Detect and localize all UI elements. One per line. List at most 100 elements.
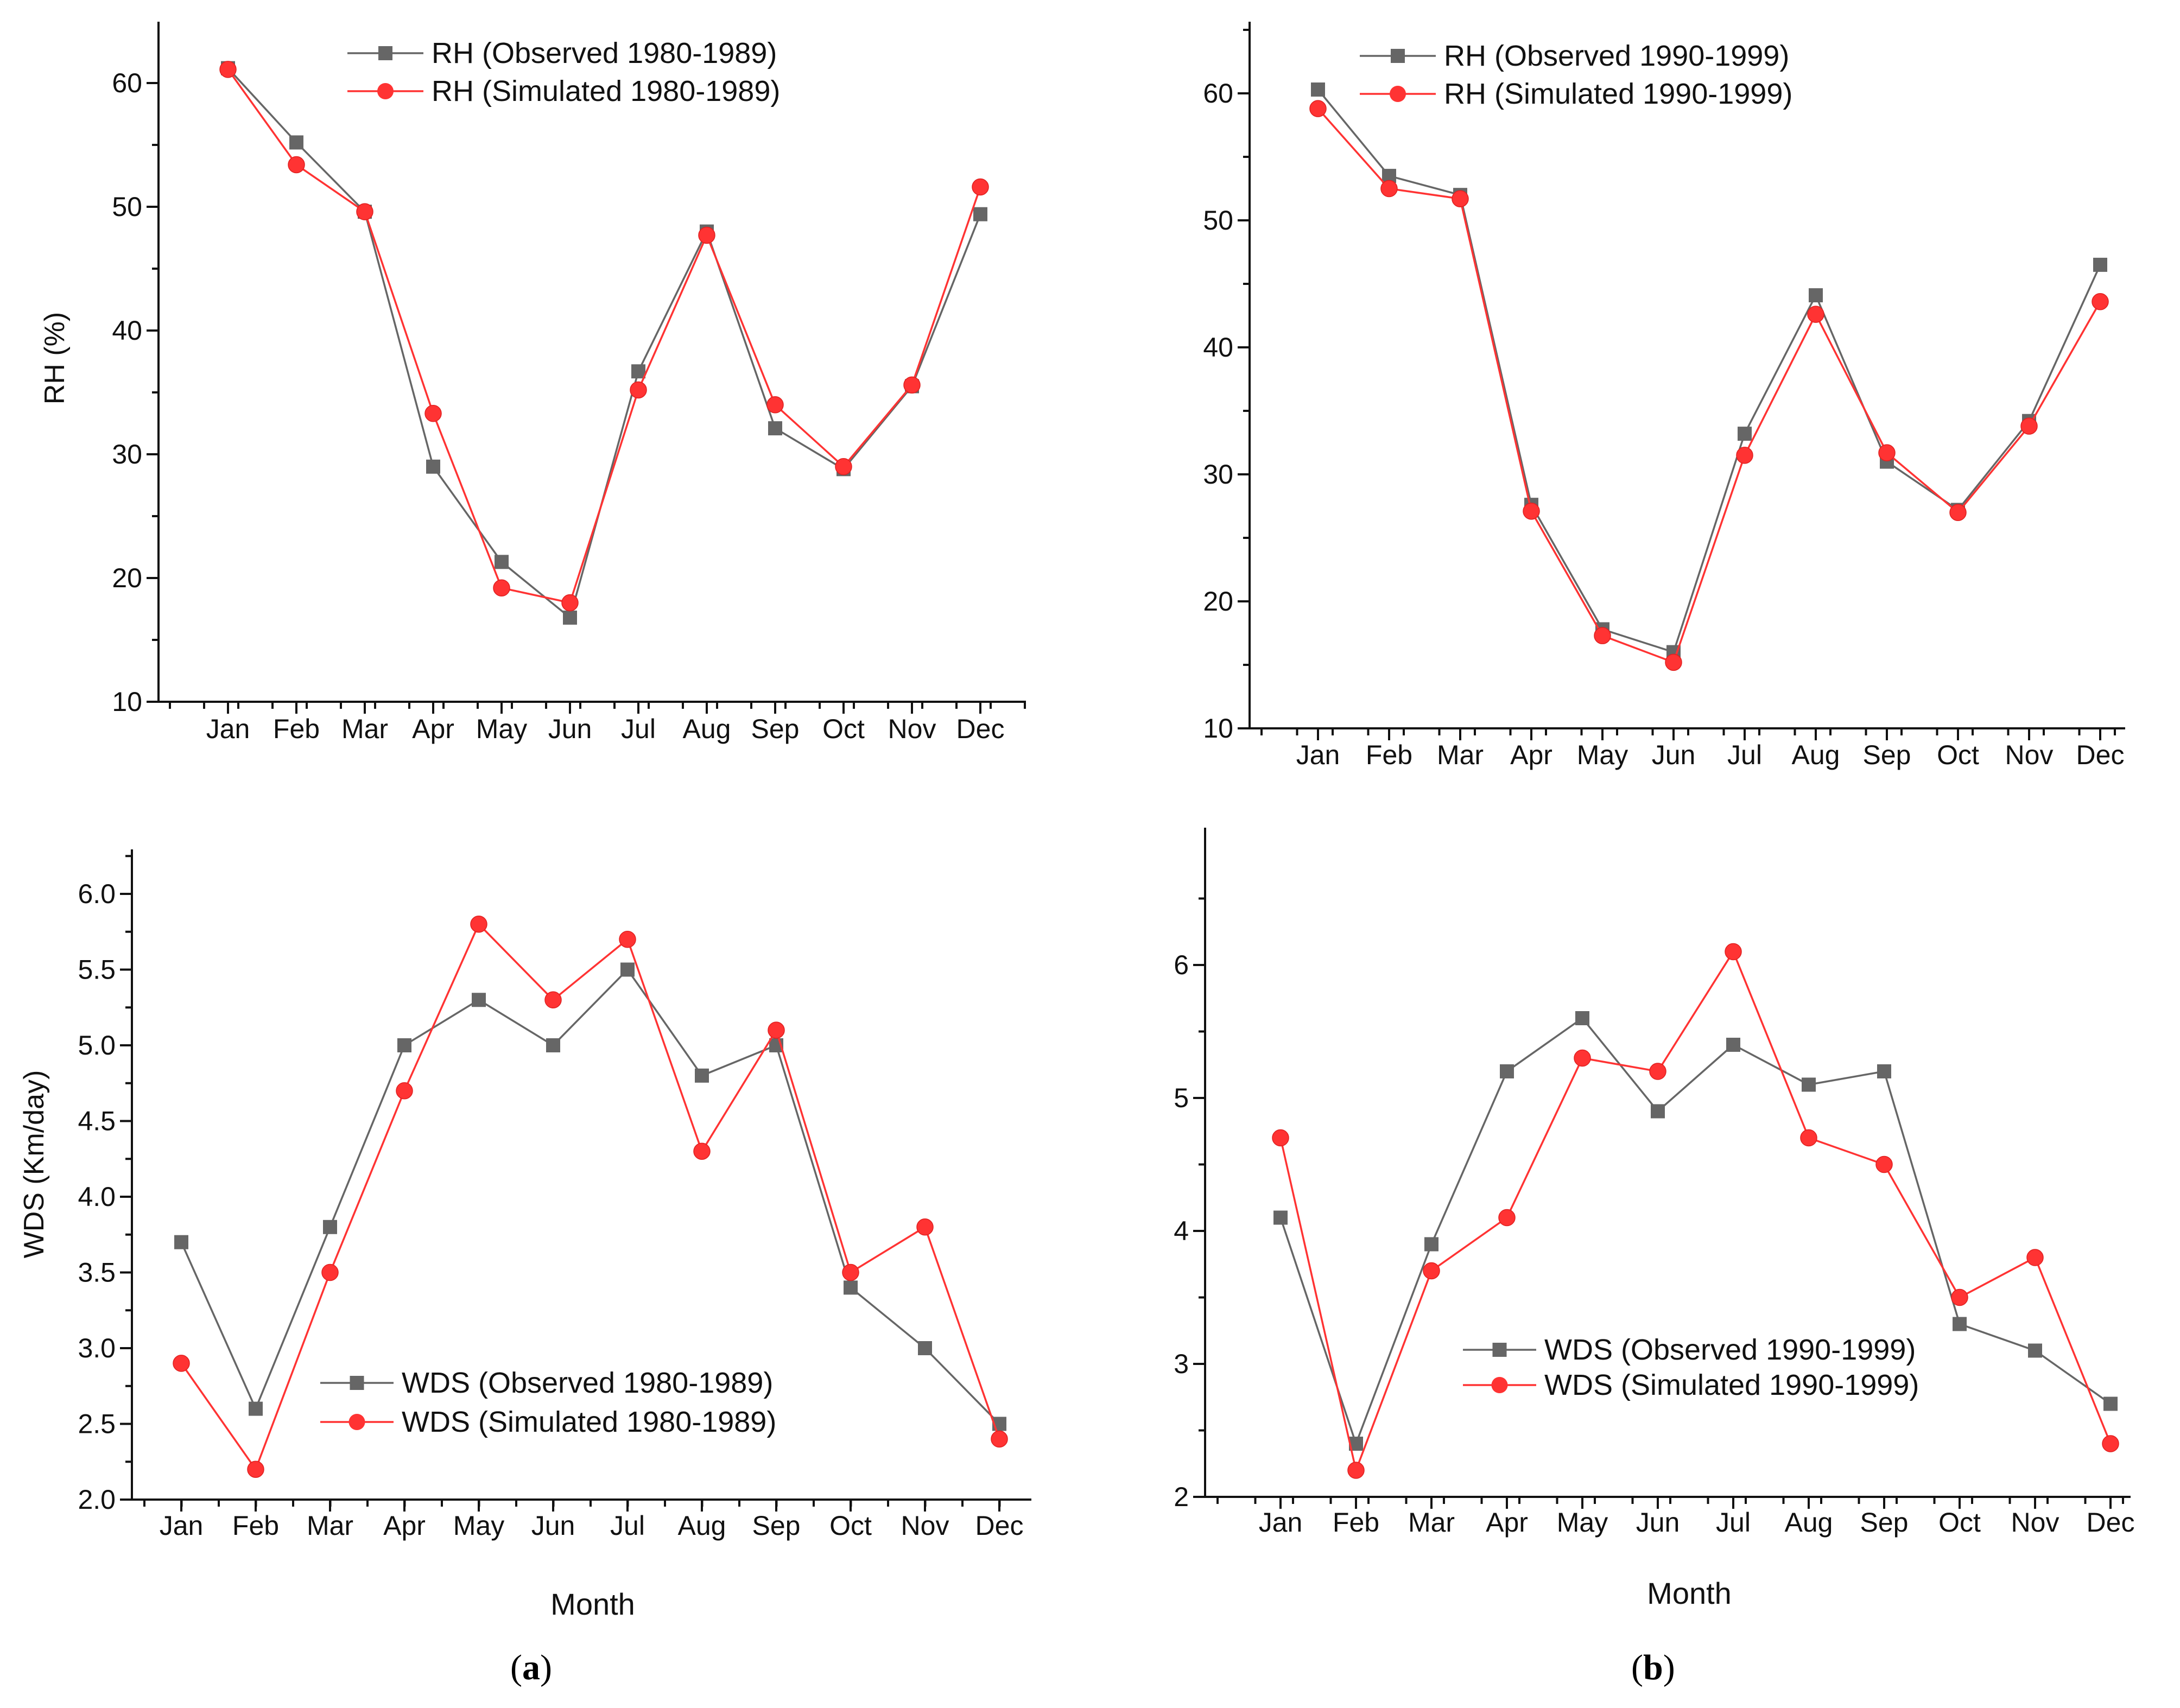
legend-label: WDS (Observed 1980-1989) — [402, 1367, 773, 1399]
data-point-simulated — [698, 226, 715, 244]
y-tick-label: 4.5 — [78, 1106, 116, 1136]
legend-marker-square — [1492, 1343, 1507, 1357]
series-line-observed — [1279, 1017, 2112, 1447]
data-point-simulated — [2102, 1435, 2119, 1452]
x-tick-label: Nov — [888, 714, 936, 744]
data-point-simulated — [835, 458, 852, 475]
x-tick-label: Dec — [2087, 1507, 2135, 1538]
data-point-simulated — [1272, 1129, 1289, 1147]
data-point-simulated — [1951, 1288, 1968, 1306]
data-point-simulated — [544, 991, 562, 1009]
legend-marker-circle — [1390, 86, 1406, 102]
data-point-simulated — [493, 579, 510, 596]
x-tick-label: Apr — [412, 714, 454, 744]
x-tick-label: Sep — [1863, 740, 1911, 770]
data-point-observed — [844, 1280, 858, 1295]
data-point-observed — [620, 962, 635, 977]
data-point-simulated — [630, 381, 647, 399]
y-tick-label: 6.0 — [78, 879, 116, 909]
data-point-simulated — [470, 916, 487, 933]
data-point-simulated — [173, 1355, 190, 1372]
data-point-simulated — [1878, 444, 1896, 461]
y-tick-label: 10 — [112, 687, 142, 717]
legend-label: WDS (Simulated 1980-1989) — [402, 1406, 776, 1438]
data-point-simulated — [766, 396, 784, 414]
data-point-observed — [472, 993, 486, 1007]
x-tick-label: Jul — [610, 1510, 645, 1541]
x-tick-label: Feb — [1366, 740, 1412, 770]
legend-label: WDS (Observed 1990-1999) — [1544, 1334, 1916, 1366]
x-tick-label: Jan — [160, 1510, 204, 1541]
data-point-simulated — [2092, 293, 2109, 310]
data-point-simulated — [561, 594, 579, 612]
legend-label: RH (Simulated 1990-1999) — [1444, 78, 1792, 110]
x-tick-label: Feb — [232, 1510, 279, 1541]
data-point-observed — [2093, 257, 2107, 272]
legend-marker-square — [378, 46, 392, 60]
legend-marker-circle — [377, 83, 394, 99]
x-tick-label: Jun — [1636, 1507, 1680, 1538]
series-line-simulated — [227, 68, 981, 604]
x-tick-label: Jun — [548, 714, 592, 744]
y-tick-label: 2.0 — [78, 1484, 116, 1515]
x-tick-label: Oct — [822, 714, 865, 744]
data-point-observed — [973, 207, 987, 221]
data-point-simulated — [1498, 1209, 1516, 1227]
data-point-observed — [1726, 1038, 1740, 1052]
y-tick-label: 3 — [1174, 1349, 1189, 1379]
y-tick-label: 60 — [1203, 78, 1233, 109]
x-tick-label: Apr — [1486, 1507, 1528, 1538]
x-tick-label: Dec — [956, 714, 1005, 744]
chart-rh-1990: 10 20 30 40 50 60 Jan Feb Mar Apr May Jun Jul Aug Sep O… — [1203, 22, 2125, 770]
data-point-observed — [426, 459, 440, 474]
legend-label: RH (Simulated 1980-1989) — [432, 75, 780, 107]
data-point-simulated — [693, 1142, 711, 1160]
data-point-simulated — [1523, 503, 1540, 520]
x-tick-label: May — [1577, 740, 1628, 770]
x-tick-label: Jan — [206, 714, 250, 744]
x-tick-label: Apr — [383, 1510, 426, 1541]
y-tick-label: 40 — [1203, 332, 1233, 363]
data-point-observed — [249, 1401, 263, 1416]
data-point-observed — [1802, 1077, 1816, 1092]
x-tick-label: Jul — [621, 714, 656, 744]
y-tick-label: 5 — [1174, 1083, 1189, 1113]
series-line-simulated — [1317, 107, 2101, 664]
chart-wds-1990: 2 3 4 5 6 Jan Feb Mar Apr May Jun Jul Aug Sep Oct Nov De… — [1174, 828, 2134, 1610]
data-point-simulated — [1736, 447, 1753, 464]
y-tick-label: 60 — [112, 68, 142, 98]
series-line-observed — [227, 67, 981, 620]
series-line-observed — [1317, 88, 2101, 653]
y-tick-label: 3.0 — [78, 1333, 116, 1363]
data-point-simulated — [1423, 1262, 1440, 1280]
data-point-simulated — [356, 203, 373, 220]
x-tick-label: Jan — [1259, 1507, 1303, 1538]
y-tick-label: 50 — [112, 192, 142, 222]
x-tick-label: Aug — [1792, 740, 1840, 770]
y-tick-label: 6 — [1174, 950, 1189, 980]
data-point-observed — [768, 421, 782, 436]
data-point-simulated — [247, 1461, 264, 1478]
data-point-simulated — [219, 61, 237, 78]
y-tick-label: 4 — [1174, 1216, 1189, 1246]
data-point-simulated — [903, 376, 921, 394]
x-tick-label: Sep — [1860, 1507, 1909, 1538]
legend-marker-circle — [348, 1414, 365, 1430]
data-point-simulated — [768, 1021, 785, 1039]
data-point-observed — [174, 1235, 188, 1249]
series-line-observed — [180, 968, 1000, 1425]
legend-label: WDS (Simulated 1990-1999) — [1544, 1369, 1919, 1401]
legend-marker-square — [350, 1376, 364, 1390]
data-point-simulated — [1594, 627, 1611, 644]
panel-label-a: (a) — [510, 1648, 552, 1687]
y-tick-label: 20 — [112, 563, 142, 593]
data-point-observed — [695, 1068, 709, 1083]
data-point-simulated — [842, 1263, 859, 1281]
x-tick-label: Feb — [1333, 1507, 1379, 1538]
data-point-simulated — [321, 1263, 339, 1281]
x-tick-label: Jun — [1652, 740, 1696, 770]
y-axis-title: WDS (Km/day) — [18, 1070, 50, 1259]
x-tick-label: Oct — [1938, 1507, 1981, 1538]
y-tick-label: 50 — [1203, 205, 1233, 236]
data-point-observed — [546, 1038, 560, 1052]
